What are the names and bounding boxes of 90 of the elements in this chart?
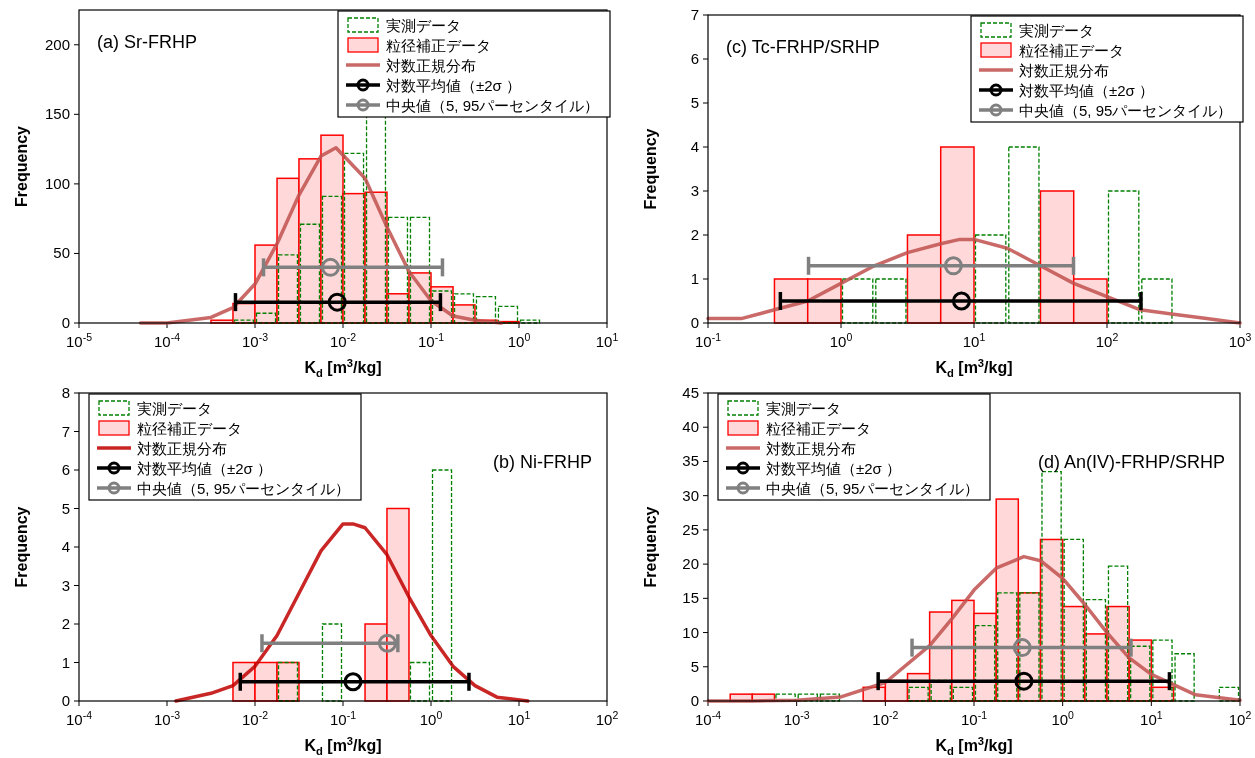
y-axis-title: Frequency [642, 128, 659, 210]
x-tick-label: 10$^{-5}$ [65, 331, 93, 350]
y-tick-label: 0 [61, 314, 70, 331]
x-tick-label: 10$^{-3}$ [241, 331, 269, 350]
y-tick-label: 5 [690, 94, 699, 111]
legend-label: 粒径補正データ [386, 36, 491, 54]
y-tick-label: 1 [61, 653, 70, 671]
y-tick-label: 2 [61, 615, 70, 632]
y-tick-label: 40 [682, 418, 699, 436]
legend-label: 対数平均値（±2σ ） [766, 459, 901, 477]
legend-label: 対数正規分布 [137, 439, 227, 457]
y-tick-label: 5 [690, 657, 699, 675]
x-tick-label: 10$^{-4}$ [65, 709, 93, 728]
x-tick-label: 10$^{-1}$ [694, 331, 722, 350]
y-tick-label: 4 [690, 138, 699, 155]
y-tick-label: 30 [682, 486, 699, 504]
x-tick-label: 10$^{-2}$ [241, 709, 269, 728]
x-axis-title: K$_{d}$ [m$^{3}$/kg] [304, 734, 382, 757]
legend-label: 中央値（5, 95パーセンタイル） [386, 96, 600, 114]
y-tick-label: 0 [690, 314, 699, 331]
x-tick-label: 10$^{0}$ [1051, 709, 1075, 728]
legend-label: 実測データ [137, 399, 212, 417]
x-tick-label: 10$^{0}$ [419, 709, 443, 728]
text: (d) An(IV)-FRHP/SRHP [1037, 452, 1225, 472]
x-tick-label: 10$^{2}$ [595, 709, 619, 728]
y-tick-label: 4 [61, 538, 70, 555]
y-tick-label: 8 [61, 384, 70, 401]
x-tick-label: 10$^{2}$ [1095, 331, 1119, 350]
y-tick-label: 35 [682, 452, 699, 470]
y-tick-label: 50 [53, 244, 70, 262]
x-tick-label: 10$^{-1}$ [417, 331, 445, 350]
x-tick-label: 10$^{-2}$ [872, 709, 899, 728]
y-tick-label: 45 [682, 384, 699, 401]
legend-label: 対数正規分布 [1019, 61, 1109, 79]
y-tick-label: 7 [61, 422, 70, 440]
y-tick-label: 0 [61, 692, 70, 709]
y-tick-label: 7 [690, 6, 699, 23]
y-tick-label: 5 [61, 499, 70, 517]
y-tick-label: 3 [690, 182, 699, 199]
y-tick-label: 3 [61, 576, 70, 594]
text: (b) Ni-FRHP [493, 452, 592, 472]
legend-label: 中央値（5, 95パーセンタイル） [1019, 101, 1233, 119]
y-tick-label: 6 [61, 461, 70, 478]
x-tick-label: 10$^{0}$ [829, 331, 853, 350]
x-tick-label: 10$^{1}$ [507, 709, 531, 728]
x-tick-label: 10$^{-3}$ [153, 709, 181, 728]
x-tick-label: 10$^{1}$ [595, 331, 619, 350]
legend-label: 中央値（5, 95パーセンタイル） [137, 479, 351, 497]
x-tick-label: 10$^{0}$ [507, 331, 531, 350]
legend-label: 対数正規分布 [386, 56, 476, 74]
x-tick-label: 10$^{-1}$ [329, 709, 357, 728]
legend-label: 実測データ [766, 399, 841, 417]
legend-label: 対数平均値（±2σ ） [386, 76, 521, 94]
x-tick-label: 10$^{-4}$ [694, 709, 722, 728]
x-tick-label: 10$^{-2}$ [329, 331, 357, 350]
y-tick-label: 20 [682, 555, 699, 573]
legend-label: 粒径補正データ [137, 419, 242, 437]
y-tick-label: 25 [682, 520, 699, 538]
y-tick-label: 2 [690, 226, 699, 243]
y-tick-label: 6 [690, 50, 699, 67]
y-tick-label: 200 [44, 35, 70, 53]
x-tick-label: 10$^{2}$ [1228, 709, 1252, 728]
y-tick-label: 150 [44, 105, 70, 123]
legend-label: 対数平均値（±2σ ） [1019, 81, 1154, 99]
legend-label: 粒径補正データ [1019, 41, 1124, 59]
x-axis-title: K$_{d}$ [m$^{3}$/kg] [935, 356, 1013, 379]
x-axis-title: K$_{d}$ [m$^{3}$/kg] [935, 734, 1013, 757]
y-tick-label: 15 [682, 589, 699, 607]
y-tick-label: 1 [690, 270, 699, 287]
x-tick-label: 10$^{-1}$ [960, 709, 988, 728]
y-tick-label: 100 [44, 174, 70, 192]
x-axis-title: K$_{d}$ [m$^{3}$/kg] [304, 356, 382, 379]
x-tick-label: 10$^{-4}$ [153, 331, 181, 350]
legend-label: 対数平均値（±2σ ） [137, 459, 272, 477]
y-axis-title: Frequency [13, 125, 30, 207]
text: (c) Tc-FRHP/SRHP [726, 37, 880, 57]
legend-label: 実測データ [1019, 21, 1094, 39]
legend-label: 中央値（5, 95パーセンタイル） [766, 479, 980, 497]
text: (a) Sr-FRHP [97, 32, 197, 52]
y-axis-title: Frequency [642, 506, 659, 588]
y-axis-title: Frequency [13, 506, 30, 588]
legend-label: 対数正規分布 [766, 439, 856, 457]
x-tick-label: 10$^{1}$ [962, 331, 986, 350]
legend-label: 実測データ [386, 16, 461, 34]
x-tick-label: 10$^{3}$ [1228, 331, 1252, 350]
legend-label: 粒径補正データ [766, 419, 871, 437]
y-tick-label: 10 [682, 623, 699, 641]
x-tick-label: 10$^{-3}$ [783, 709, 810, 728]
x-tick-label: 10$^{1}$ [1140, 709, 1163, 728]
y-tick-label: 0 [690, 692, 699, 709]
